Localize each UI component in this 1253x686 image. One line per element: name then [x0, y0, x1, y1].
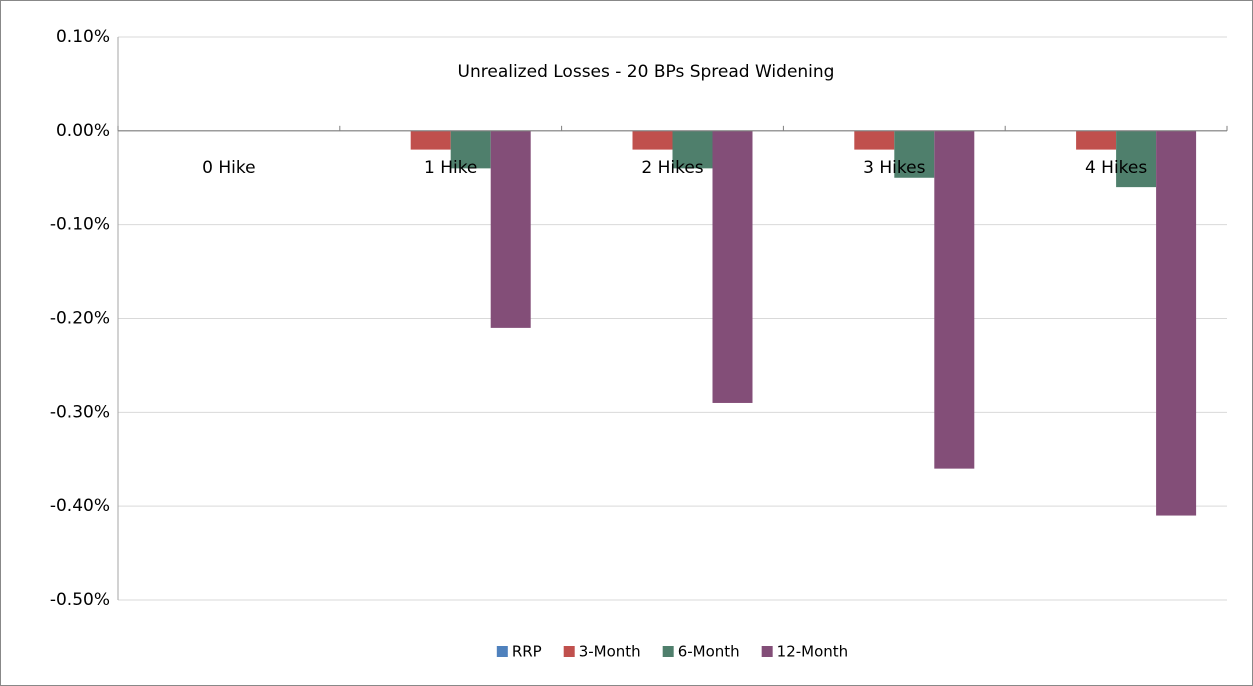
y-tick-label: -0.40% — [50, 496, 110, 516]
x-tick-label: 1 Hike — [424, 158, 477, 178]
x-tick-label: 2 Hikes — [641, 158, 703, 178]
bar — [1076, 130, 1117, 150]
x-tick-label: 4 Hikes — [1085, 158, 1147, 178]
y-tick-label: -0.10% — [50, 215, 110, 235]
bar — [410, 130, 451, 150]
legend-label: RRP — [512, 643, 542, 661]
y-tick-label: -0.20% — [50, 309, 110, 329]
legend-swatch — [496, 646, 508, 657]
legend-swatch — [662, 646, 674, 657]
y-tick-label: 0.10% — [56, 27, 110, 47]
x-tick-label: 3 Hikes — [863, 158, 925, 178]
y-tick-label: -0.50% — [50, 590, 110, 610]
bar — [894, 130, 935, 178]
y-tick-label: -0.30% — [50, 402, 110, 422]
x-tick-label: 0 Hike — [202, 158, 255, 178]
legend-swatch — [563, 646, 575, 657]
chart-title: Unrealized Losses - 20 BPs Spread Wideni… — [458, 62, 835, 82]
bar — [854, 130, 895, 150]
legend-label: 12-Month — [777, 643, 849, 661]
bar — [450, 130, 491, 169]
bar — [490, 130, 531, 328]
bar — [1116, 130, 1157, 188]
bar — [712, 130, 753, 403]
legend-label: 6-Month — [678, 643, 740, 661]
bar — [934, 130, 975, 469]
bar — [672, 130, 713, 169]
legend-label: 3-Month — [579, 643, 641, 661]
y-tick-label: 0.00% — [56, 121, 110, 141]
bar — [632, 130, 673, 150]
bar — [1156, 130, 1197, 516]
legend-swatch — [761, 646, 773, 657]
